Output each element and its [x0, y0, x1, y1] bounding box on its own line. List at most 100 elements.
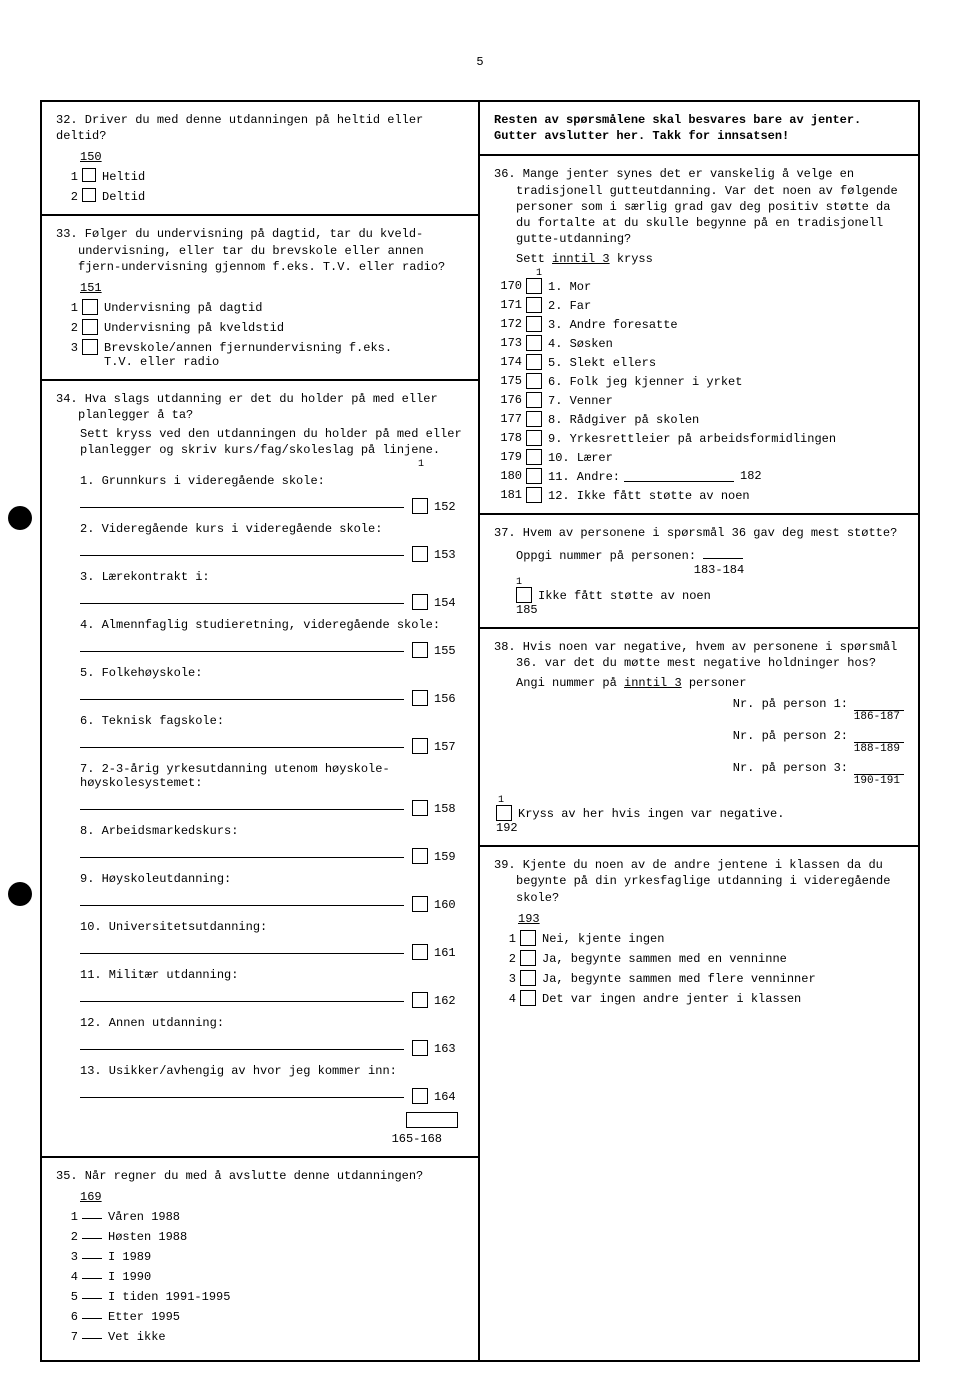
- q36-code: 176: [494, 393, 522, 407]
- q36-label: 5. Slekt ellers: [548, 354, 656, 370]
- punch-hole-bottom: [8, 882, 32, 906]
- q36-checkbox[interactable]: [526, 487, 542, 503]
- q38-input[interactable]: [854, 699, 904, 711]
- q34-checkbox[interactable]: [412, 498, 428, 514]
- q33-checkbox[interactable]: [82, 319, 98, 335]
- q35-check-line[interactable]: [82, 1218, 102, 1219]
- q36-code: 181: [494, 488, 522, 502]
- q33: 33. Følger du undervisning på dagtid, ta…: [42, 216, 478, 381]
- q37-box-check[interactable]: [516, 587, 532, 603]
- q35-check-line[interactable]: [82, 1258, 102, 1259]
- q32-opt-label: Heltid: [102, 168, 145, 184]
- q36-code: 180: [494, 469, 522, 483]
- q37-box-label: Ikke fått støtte av noen: [538, 587, 711, 603]
- q34-checkbox[interactable]: [412, 800, 428, 816]
- q34-fill-line[interactable]: [80, 1000, 404, 1002]
- right-column: Resten av spørsmålene skal besvares bare…: [480, 102, 918, 1360]
- q32-opt-num: 2: [60, 188, 78, 204]
- page-number: 5: [476, 55, 483, 69]
- q39-checkbox[interactable]: [520, 930, 536, 946]
- q34-checkbox[interactable]: [412, 992, 428, 1008]
- q35-opt-label: Høsten 1988: [108, 1228, 187, 1244]
- q35-check-line[interactable]: [82, 1318, 102, 1319]
- q36-code: 178: [494, 431, 522, 445]
- q34-fill-line[interactable]: [80, 808, 404, 810]
- q34-item-label: 7. 2-3-årig yrkesutdanning utenom høysko…: [80, 762, 464, 790]
- q34-checkbox[interactable]: [412, 944, 428, 960]
- punch-hole-top: [8, 506, 32, 530]
- q34-fill-line[interactable]: [80, 1048, 404, 1050]
- q34-fill-line[interactable]: [80, 698, 404, 700]
- q34-fill-line[interactable]: [80, 554, 404, 556]
- q36-checkbox[interactable]: [526, 316, 542, 332]
- q34-text: 34. Hva slags utdanning er det du holder…: [56, 391, 464, 423]
- q36-checkbox[interactable]: [526, 335, 542, 351]
- q36-extra-line[interactable]: [624, 470, 734, 482]
- q34-checkbox[interactable]: [412, 1040, 428, 1056]
- q38-input[interactable]: [854, 763, 904, 775]
- q36-code: 170: [494, 279, 522, 293]
- q34-item-label: 8. Arbeidsmarkedskurs:: [80, 824, 464, 838]
- q32-checkbox[interactable]: [82, 168, 96, 182]
- q34-footer-box[interactable]: [406, 1112, 458, 1128]
- q35-check-line[interactable]: [82, 1298, 102, 1299]
- q36-checkbox[interactable]: [526, 411, 542, 427]
- q34-checkbox[interactable]: [412, 546, 428, 562]
- q34-item-label: 9. Høyskoleutdanning:: [80, 872, 464, 886]
- q33-checkbox[interactable]: [82, 339, 98, 355]
- q34-checkbox[interactable]: [412, 848, 428, 864]
- q35-opt-label: Etter 1995: [108, 1308, 180, 1324]
- q36-checkbox[interactable]: [526, 449, 542, 465]
- q36-checkbox[interactable]: [526, 278, 542, 294]
- q34-fill-line[interactable]: [80, 746, 404, 748]
- q34-item-code: 153: [434, 548, 464, 562]
- q34-checkbox[interactable]: [412, 594, 428, 610]
- q37-sub: Oppgi nummer på personen:: [516, 549, 696, 563]
- q36-checkbox[interactable]: [526, 468, 542, 484]
- q34-fill-line[interactable]: [80, 650, 404, 652]
- q33-checkbox[interactable]: [82, 299, 98, 315]
- q39-checkbox[interactable]: [520, 990, 536, 1006]
- q35-check-line[interactable]: [82, 1338, 102, 1339]
- q37-input[interactable]: [703, 547, 743, 559]
- q34-checkbox[interactable]: [412, 738, 428, 754]
- q35-opt-label: I 1989: [108, 1248, 151, 1264]
- q36-code: 172: [494, 317, 522, 331]
- q34-fill-line[interactable]: [80, 904, 404, 906]
- q34-fill-line[interactable]: [80, 856, 404, 858]
- q36-checkbox[interactable]: [526, 392, 542, 408]
- q34-checkbox[interactable]: [412, 1088, 428, 1104]
- q38-input[interactable]: [854, 731, 904, 743]
- q34-item-label: 2. Videregående kurs i videregående skol…: [80, 522, 464, 536]
- q32-code: 150: [80, 150, 464, 164]
- q35-check-line[interactable]: [82, 1278, 102, 1279]
- q38-box-check[interactable]: [496, 805, 512, 821]
- q36-checkbox[interactable]: [526, 297, 542, 313]
- q34-checkbox[interactable]: [412, 896, 428, 912]
- q36-checkbox[interactable]: [526, 430, 542, 446]
- q34-item-code: 157: [434, 740, 464, 754]
- q39-checkbox[interactable]: [520, 950, 536, 966]
- q35-opt-num: 4: [60, 1268, 78, 1284]
- q39-checkbox[interactable]: [520, 970, 536, 986]
- q34-fill-line[interactable]: [80, 1096, 404, 1098]
- q36-checkbox[interactable]: [526, 354, 542, 370]
- q34-checkbox[interactable]: [412, 642, 428, 658]
- q35-check-line[interactable]: [82, 1238, 102, 1239]
- q34-item-code: 163: [434, 1042, 464, 1056]
- q36-label: 10. Lærer: [548, 449, 613, 465]
- q36-checkbox[interactable]: [526, 373, 542, 389]
- q35: 35. Når regner du med å avslutte denne u…: [42, 1158, 478, 1360]
- q37-text: 37. Hvem av personene i spørsmål 36 gav …: [494, 525, 904, 541]
- q39-opt-label: Nei, kjente ingen: [542, 930, 664, 946]
- q34-fill-line[interactable]: [80, 602, 404, 604]
- q34-checkbox[interactable]: [412, 690, 428, 706]
- q34-item-label: 4. Almennfaglig studieretning, videregåe…: [80, 618, 464, 632]
- q39-opt-num: 2: [498, 950, 516, 966]
- left-column: 32. Driver du med denne utdanningen på h…: [42, 102, 480, 1360]
- q36-label: 7. Venner: [548, 392, 613, 408]
- q34-item-label: 11. Militær utdanning:: [80, 968, 464, 982]
- q34-fill-line[interactable]: [80, 952, 404, 954]
- q34-fill-line[interactable]: [80, 506, 404, 508]
- q32-checkbox[interactable]: [82, 188, 96, 202]
